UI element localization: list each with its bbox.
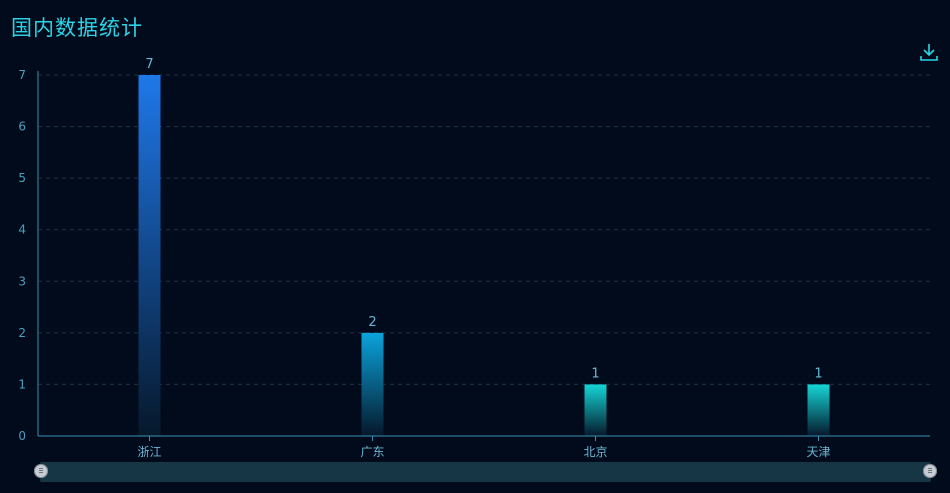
bar[interactable] (584, 384, 607, 436)
x-tick-label: 广东 (360, 445, 384, 459)
x-axis: 浙江 广东 北京 天津 (38, 435, 930, 459)
data-zoom-slider[interactable] (40, 462, 931, 482)
bar-value-label: 1 (814, 366, 822, 381)
y-axis: 0 1 2 3 4 5 6 7 (18, 68, 39, 443)
zoom-start-handle[interactable] (34, 464, 48, 478)
bars: 7 2 1 1 (138, 57, 830, 436)
bar[interactable] (361, 332, 384, 436)
x-tick-label: 浙江 (137, 445, 161, 459)
zoom-end-handle[interactable] (923, 464, 937, 478)
y-tick-label: 6 (18, 120, 26, 134)
grid-lines (38, 74, 930, 385)
bar[interactable] (138, 75, 161, 436)
bar[interactable] (807, 384, 830, 436)
download-icon[interactable] (919, 42, 939, 62)
y-tick-label: 0 (18, 429, 26, 443)
y-tick-label: 5 (18, 171, 26, 185)
x-tick-label: 北京 (583, 445, 607, 459)
y-tick-label: 3 (18, 274, 26, 288)
y-tick-label: 2 (18, 326, 26, 340)
bar-value-label: 2 (368, 315, 376, 330)
bar-value-label: 1 (591, 366, 599, 381)
page-title: 国内数据统计 (11, 16, 143, 40)
bar-value-label: 7 (145, 57, 153, 72)
x-tick-label: 天津 (806, 445, 830, 459)
y-tick-label: 1 (18, 377, 26, 391)
y-tick-label: 7 (18, 68, 26, 82)
y-tick-label: 4 (18, 223, 26, 237)
